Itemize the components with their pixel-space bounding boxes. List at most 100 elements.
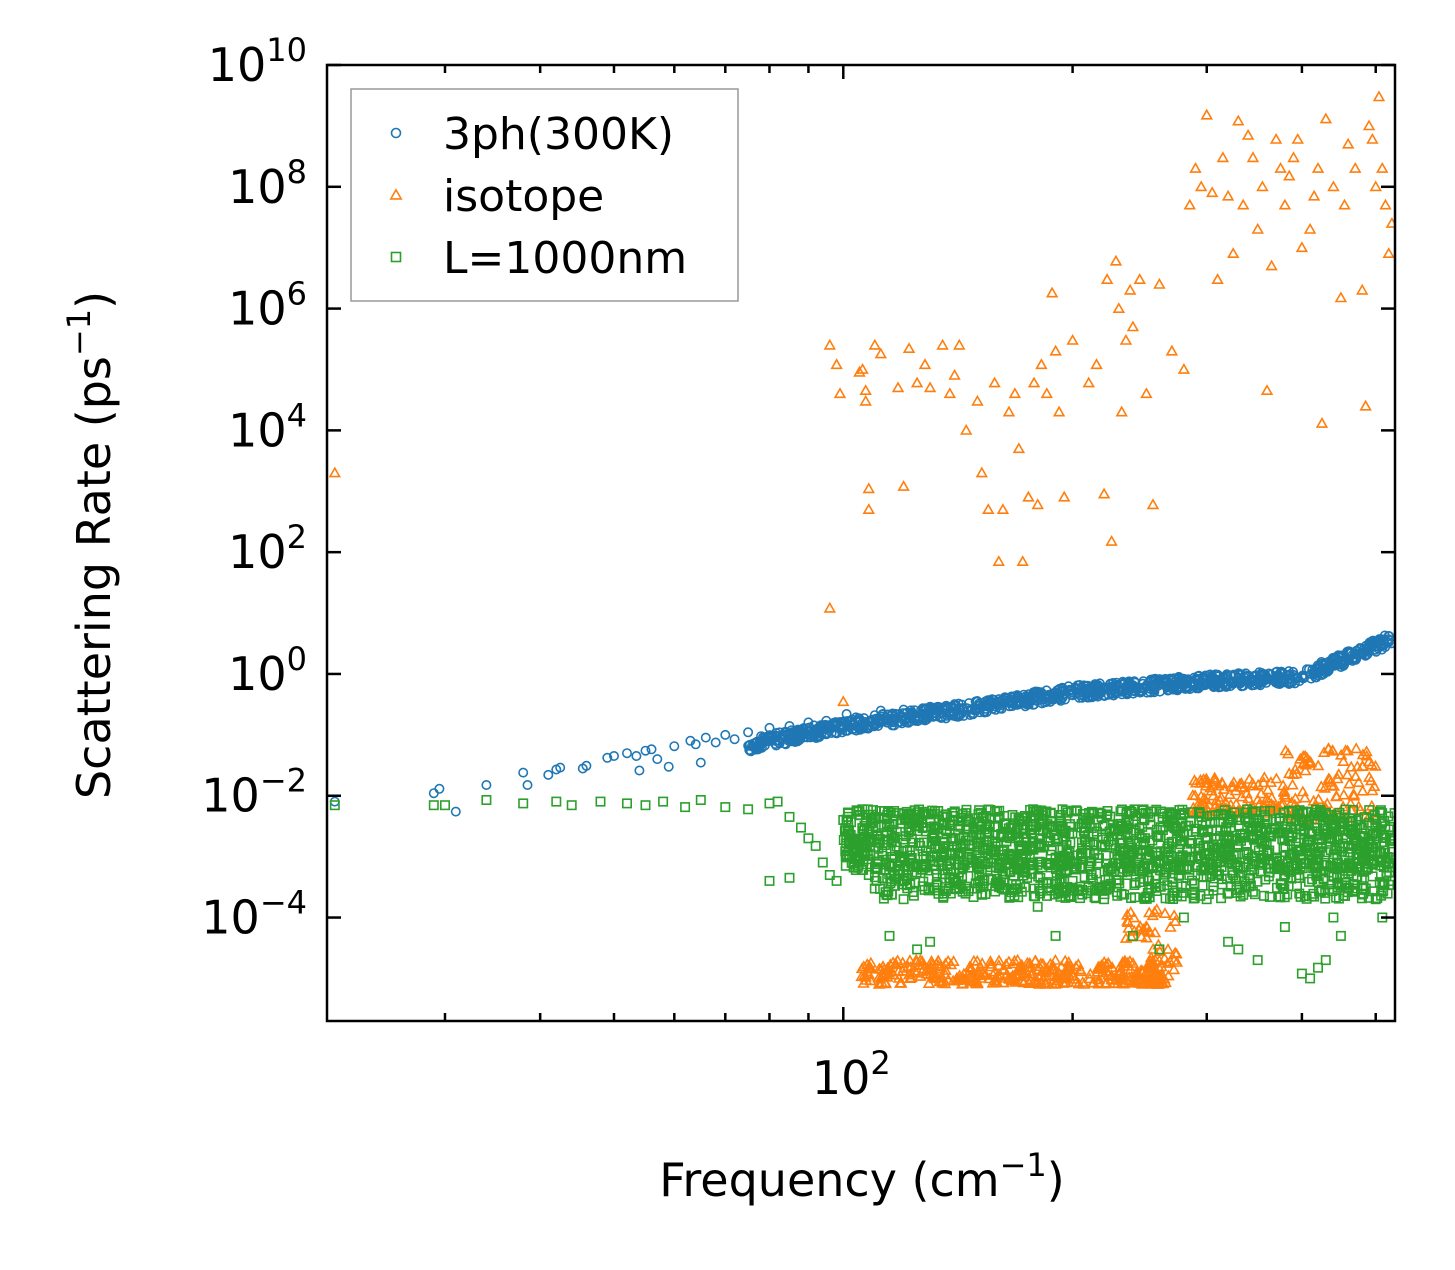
data-point-boundary bbox=[1233, 944, 1244, 955]
data-point-3ph bbox=[1271, 677, 1282, 688]
data-point-isotope bbox=[1379, 198, 1392, 210]
data-point-boundary bbox=[1335, 930, 1346, 941]
legend-label-3ph: 3ph(300K) bbox=[443, 109, 674, 160]
data-point-isotope bbox=[1269, 132, 1283, 144]
data-point-boundary bbox=[1064, 819, 1075, 830]
data-point-3ph bbox=[901, 717, 912, 728]
data-point-boundary bbox=[1366, 856, 1377, 867]
data-point-3ph bbox=[1355, 642, 1366, 653]
data-point-boundary bbox=[1049, 889, 1060, 900]
data-point-isotope bbox=[1240, 787, 1253, 799]
data-point-3ph bbox=[1050, 687, 1061, 698]
data-point-boundary bbox=[1069, 863, 1080, 874]
data-point-boundary bbox=[1144, 892, 1155, 903]
data-point-boundary bbox=[1264, 891, 1275, 902]
data-point-boundary bbox=[1187, 875, 1198, 886]
data-point-boundary bbox=[695, 794, 706, 805]
data-point-isotope bbox=[1100, 273, 1114, 285]
data-point-boundary bbox=[1348, 804, 1359, 815]
data-point-boundary bbox=[1155, 865, 1166, 876]
data-point-isotope bbox=[992, 555, 1005, 567]
data-point-isotope bbox=[1341, 137, 1355, 149]
data-point-boundary bbox=[1243, 849, 1254, 860]
data-point-isotope bbox=[881, 963, 894, 975]
data-point-boundary bbox=[1351, 848, 1362, 859]
data-point-3ph bbox=[1231, 676, 1242, 687]
legend-marker-isotope bbox=[389, 188, 403, 200]
data-point-isotope bbox=[988, 965, 1002, 977]
data-point-3ph bbox=[1191, 673, 1202, 684]
data-point-boundary bbox=[784, 811, 795, 822]
data-point-boundary bbox=[1241, 882, 1252, 893]
data-point-isotope bbox=[1351, 760, 1364, 772]
data-point-isotope bbox=[1287, 151, 1300, 163]
x-axis-title: Frequency (cm−1) bbox=[659, 1146, 1064, 1207]
data-point-boundary bbox=[1058, 836, 1069, 847]
data-point-isotope bbox=[975, 466, 988, 478]
data-point-boundary bbox=[1225, 881, 1236, 892]
y-tick-label: 10−2 bbox=[201, 762, 307, 823]
data-point-isotope bbox=[874, 347, 887, 359]
data-point-boundary bbox=[1257, 836, 1268, 847]
data-point-boundary bbox=[858, 825, 869, 836]
data-point-boundary bbox=[1295, 891, 1306, 902]
data-point-boundary bbox=[902, 883, 913, 894]
data-point-3ph bbox=[1154, 677, 1165, 688]
data-point-isotope bbox=[908, 964, 921, 976]
data-point-boundary bbox=[1215, 817, 1226, 828]
data-point-boundary bbox=[1320, 955, 1331, 966]
data-point-3ph bbox=[729, 734, 740, 745]
data-point-3ph bbox=[1081, 689, 1092, 700]
data-point-boundary bbox=[1247, 832, 1258, 843]
data-point-isotope bbox=[1311, 161, 1325, 173]
data-point-isotope bbox=[1045, 286, 1059, 298]
legend-marker-3ph bbox=[390, 127, 402, 139]
data-point-boundary bbox=[784, 872, 795, 883]
data-point-boundary bbox=[1277, 834, 1288, 845]
data-point-isotope bbox=[1194, 180, 1208, 192]
data-point-boundary bbox=[1234, 814, 1245, 825]
data-point-isotope bbox=[970, 969, 983, 981]
data-point-boundary bbox=[1189, 878, 1200, 889]
data-point-boundary bbox=[1353, 813, 1364, 824]
data-point-boundary bbox=[1233, 872, 1244, 883]
data-point-boundary bbox=[1301, 806, 1312, 817]
data-point-boundary bbox=[1066, 806, 1077, 817]
data-point-boundary bbox=[1035, 886, 1046, 897]
data-point-isotope bbox=[868, 338, 882, 350]
data-point-boundary bbox=[937, 832, 948, 843]
data-point-3ph bbox=[836, 724, 847, 735]
data-point-boundary bbox=[1105, 863, 1116, 874]
data-point-isotope bbox=[984, 960, 998, 972]
data-point-isotope bbox=[1143, 906, 1156, 918]
legend-box bbox=[350, 88, 739, 302]
data-point-3ph bbox=[450, 806, 461, 817]
data-point-boundary bbox=[1351, 864, 1362, 875]
data-point-isotope bbox=[892, 965, 905, 977]
data-point-isotope bbox=[1343, 777, 1356, 789]
data-point-isotope bbox=[1372, 90, 1386, 102]
data-point-boundary bbox=[1332, 845, 1343, 856]
data-point-3ph bbox=[764, 722, 775, 733]
data-point-3ph bbox=[1095, 687, 1106, 698]
data-point-isotope bbox=[1123, 283, 1137, 295]
data-point-isotope bbox=[1140, 931, 1153, 943]
data-point-3ph bbox=[923, 712, 934, 723]
data-point-isotope bbox=[1155, 968, 1169, 980]
data-point-3ph bbox=[1207, 672, 1218, 683]
data-point-isotope bbox=[1337, 755, 1350, 767]
y-tick-label: 10−4 bbox=[201, 884, 307, 945]
data-point-isotope bbox=[1349, 770, 1362, 782]
data-point-isotope bbox=[1251, 793, 1264, 805]
data-point-boundary bbox=[1265, 805, 1276, 816]
data-point-boundary bbox=[992, 837, 1003, 848]
data-point-isotope bbox=[918, 358, 932, 370]
data-point-isotope bbox=[1091, 965, 1104, 977]
data-point-boundary bbox=[1095, 808, 1106, 819]
data-point-boundary bbox=[867, 809, 878, 820]
data-point-boundary bbox=[1314, 835, 1325, 846]
data-point-isotope bbox=[1102, 957, 1115, 969]
data-point-3ph bbox=[1256, 667, 1267, 678]
data-point-boundary bbox=[900, 831, 911, 842]
data-point-isotope bbox=[1153, 277, 1166, 289]
